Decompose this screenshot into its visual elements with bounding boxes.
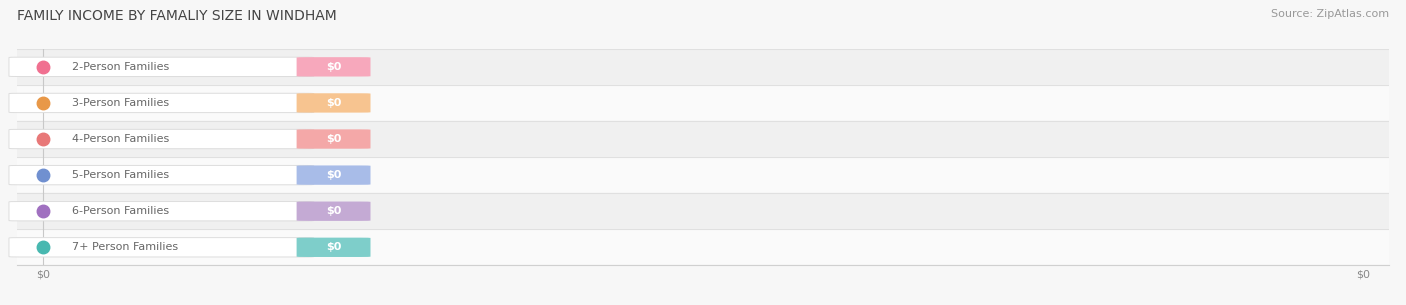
Text: FAMILY INCOME BY FAMALIY SIZE IN WINDHAM: FAMILY INCOME BY FAMALIY SIZE IN WINDHAM xyxy=(17,9,336,23)
Bar xyxy=(17,229,1389,265)
Text: $0: $0 xyxy=(326,242,342,252)
FancyBboxPatch shape xyxy=(297,238,371,257)
Text: 5-Person Families: 5-Person Families xyxy=(72,170,169,180)
Bar xyxy=(17,85,1389,121)
FancyBboxPatch shape xyxy=(8,165,314,185)
Bar xyxy=(17,193,1389,229)
Text: $0: $0 xyxy=(326,134,342,144)
FancyBboxPatch shape xyxy=(8,202,314,221)
Text: 2-Person Families: 2-Person Families xyxy=(72,62,170,72)
Text: $0: $0 xyxy=(326,206,342,216)
Text: 4-Person Families: 4-Person Families xyxy=(72,134,170,144)
Text: 6-Person Families: 6-Person Families xyxy=(72,206,169,216)
Text: $0: $0 xyxy=(326,98,342,108)
FancyBboxPatch shape xyxy=(8,57,314,77)
FancyBboxPatch shape xyxy=(297,202,371,221)
FancyBboxPatch shape xyxy=(297,129,371,149)
Bar xyxy=(17,121,1389,157)
FancyBboxPatch shape xyxy=(297,165,371,185)
Text: 7+ Person Families: 7+ Person Families xyxy=(72,242,179,252)
Text: $0: $0 xyxy=(326,170,342,180)
FancyBboxPatch shape xyxy=(297,57,371,77)
Text: Source: ZipAtlas.com: Source: ZipAtlas.com xyxy=(1271,9,1389,19)
FancyBboxPatch shape xyxy=(8,129,314,149)
Text: $0: $0 xyxy=(326,62,342,72)
Text: 3-Person Families: 3-Person Families xyxy=(72,98,169,108)
FancyBboxPatch shape xyxy=(8,238,314,257)
Bar xyxy=(17,157,1389,193)
FancyBboxPatch shape xyxy=(297,93,371,113)
Bar xyxy=(17,49,1389,85)
FancyBboxPatch shape xyxy=(8,93,314,113)
